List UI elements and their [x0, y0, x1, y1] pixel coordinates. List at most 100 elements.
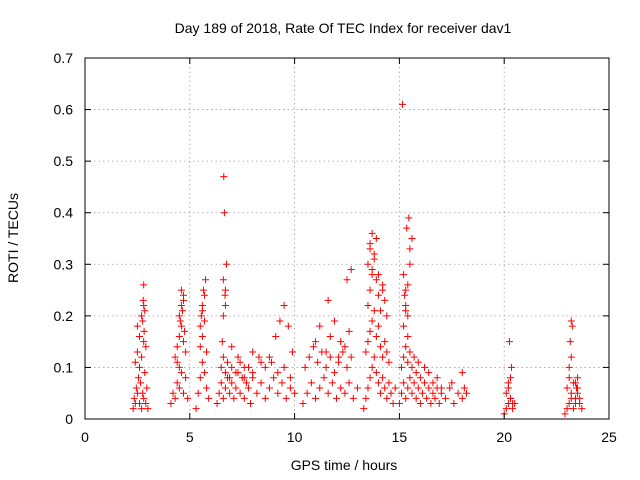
data-point	[563, 384, 571, 392]
data-point	[177, 302, 185, 310]
data-point	[509, 400, 517, 408]
data-point	[403, 224, 411, 232]
data-point	[416, 400, 424, 408]
chart-title: Day 189 of 2018, Rate Of TEC Index for r…	[175, 20, 512, 36]
x-axis-ticks: 0 5 10 15 20 25	[81, 58, 617, 445]
data-point	[374, 291, 382, 299]
data-point	[324, 296, 332, 304]
data-point	[504, 379, 512, 387]
data-point	[366, 327, 374, 335]
data-point	[347, 353, 355, 361]
data-point	[224, 358, 232, 366]
data-point	[374, 322, 382, 330]
data-point	[462, 389, 470, 397]
data-point	[328, 379, 336, 387]
data-point	[505, 338, 513, 346]
data-point	[197, 312, 205, 320]
data-point	[343, 276, 351, 284]
data-point	[389, 400, 397, 408]
data-point	[406, 348, 414, 356]
data-point	[418, 389, 426, 397]
data-point	[364, 338, 372, 346]
data-point	[337, 384, 345, 392]
data-point	[182, 374, 190, 382]
data-point	[416, 374, 424, 382]
data-point	[362, 394, 370, 402]
data-point	[410, 353, 418, 361]
data-point	[427, 400, 435, 408]
data-point	[272, 332, 280, 340]
data-point	[450, 400, 458, 408]
data-point	[139, 389, 147, 397]
data-point	[402, 394, 410, 402]
data-point	[232, 369, 240, 377]
data-point	[372, 276, 380, 284]
data-point	[305, 353, 313, 361]
y-tick-label: 0	[65, 411, 73, 427]
data-point	[140, 394, 148, 402]
data-point	[234, 353, 242, 361]
data-point	[324, 389, 332, 397]
data-point	[261, 394, 269, 402]
y-tick-label: 0.1	[54, 359, 74, 375]
data-point	[372, 369, 380, 377]
data-point	[454, 389, 462, 397]
data-point	[278, 379, 286, 387]
data-point	[565, 374, 573, 382]
data-point	[135, 332, 143, 340]
data-point	[383, 312, 391, 320]
data-point	[286, 384, 294, 392]
data-point	[370, 250, 378, 258]
data-point	[377, 307, 385, 315]
data-point	[391, 384, 399, 392]
y-axis-ticks: 0 0.1 0.2 0.3 0.4 0.5 0.6 0.7	[54, 50, 609, 427]
data-point	[274, 389, 282, 397]
data-point	[142, 400, 150, 408]
data-point	[268, 358, 276, 366]
data-point	[404, 312, 412, 320]
data-point	[421, 363, 429, 371]
data-point	[437, 384, 445, 392]
data-point	[402, 343, 410, 351]
data-point	[448, 379, 456, 387]
data-point	[280, 363, 288, 371]
data-point	[291, 389, 299, 397]
data-point	[372, 332, 380, 340]
data-point	[404, 384, 412, 392]
data-point	[406, 245, 414, 253]
data-point	[217, 363, 225, 371]
data-point	[280, 302, 288, 310]
data-point	[379, 286, 387, 294]
data-point	[219, 276, 227, 284]
data-point	[460, 384, 468, 392]
x-tick-label: 0	[81, 429, 89, 445]
data-point	[337, 338, 345, 346]
data-point	[265, 384, 273, 392]
data-point	[240, 363, 248, 371]
data-point	[316, 322, 324, 330]
data-point	[202, 276, 210, 284]
data-point	[404, 332, 412, 340]
data-point	[379, 374, 387, 382]
data-point	[184, 394, 192, 402]
data-point	[381, 338, 389, 346]
data-point	[366, 240, 374, 248]
data-point	[561, 410, 569, 418]
x-tick-label: 20	[496, 429, 512, 445]
data-point	[408, 389, 416, 397]
data-point	[242, 379, 250, 387]
data-point	[226, 389, 234, 397]
data-point	[176, 317, 184, 325]
data-point	[397, 389, 405, 397]
data-point	[138, 405, 146, 413]
data-point	[339, 348, 347, 356]
data-point	[301, 363, 309, 371]
data-point	[408, 235, 416, 242]
y-tick-label: 0.5	[54, 153, 74, 169]
data-point	[177, 369, 185, 377]
data-point	[385, 379, 393, 387]
data-point	[400, 271, 408, 279]
data-point	[196, 322, 204, 330]
data-point	[400, 379, 408, 387]
data-point	[349, 394, 357, 402]
